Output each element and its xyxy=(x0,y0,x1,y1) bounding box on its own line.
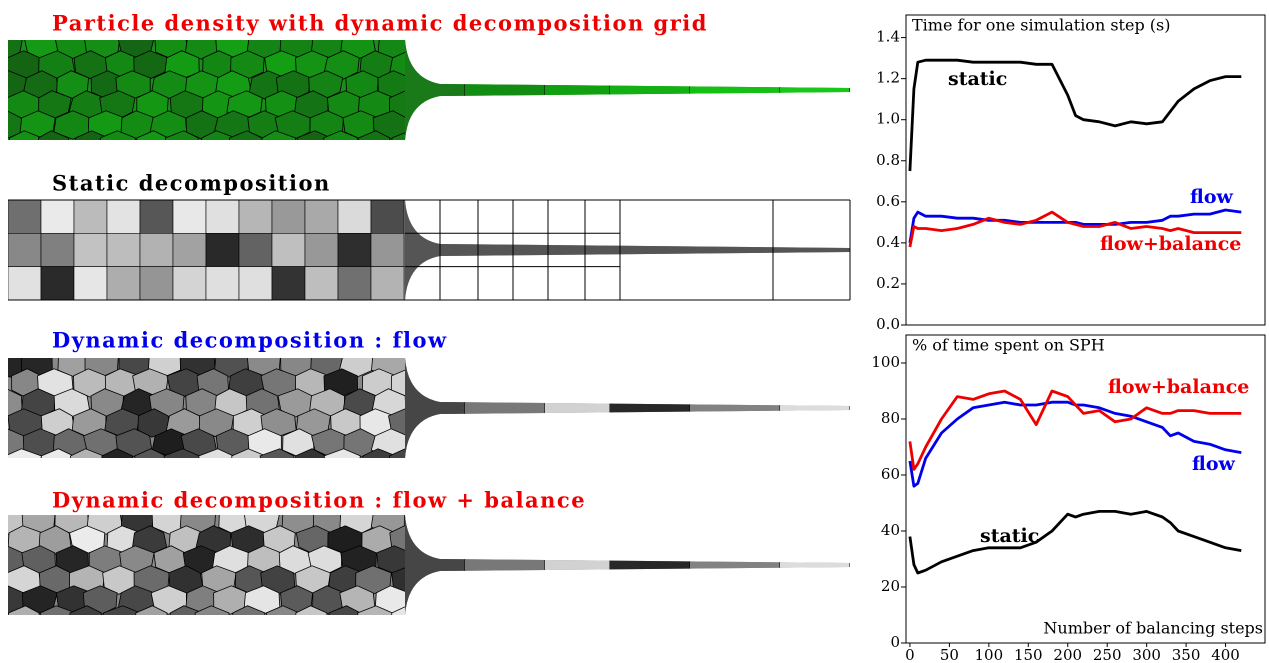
cell xyxy=(107,200,140,233)
chart-title: Time for one simulation step (s) xyxy=(912,16,1170,35)
y-tick-label: 1.4 xyxy=(876,28,900,46)
x-tick-label: 0 xyxy=(905,646,915,663)
chart-title: % of time spent on SPH xyxy=(912,336,1105,355)
stream xyxy=(405,358,465,458)
cell xyxy=(305,200,338,233)
cell xyxy=(305,267,338,300)
stream xyxy=(780,515,850,615)
cell xyxy=(8,267,41,300)
simulation-image xyxy=(8,200,850,300)
stream xyxy=(405,515,465,615)
y-tick-label: 60 xyxy=(881,465,900,483)
x-tick-label: 50 xyxy=(940,646,959,663)
y-tick-label: 80 xyxy=(881,409,900,427)
stream xyxy=(780,358,850,458)
x-tick-label: 350 xyxy=(1172,646,1201,663)
y-tick-label: 0 xyxy=(890,633,900,651)
x-tick-label: 200 xyxy=(1053,646,1082,663)
cell xyxy=(338,267,371,300)
panel-title: Dynamic decomposition : flow xyxy=(52,328,448,353)
series-label: flow+balance xyxy=(1100,233,1241,255)
cell xyxy=(239,200,272,233)
cell xyxy=(8,486,44,515)
cell xyxy=(140,233,173,266)
y-tick-label: 1.2 xyxy=(876,69,900,87)
series-label: flow xyxy=(1190,186,1233,208)
cell xyxy=(206,267,239,300)
y-tick-label: 0.4 xyxy=(876,233,900,251)
y-tick-label: 0.0 xyxy=(876,315,900,333)
cell xyxy=(206,233,239,266)
cell xyxy=(338,233,371,266)
cell xyxy=(107,233,140,266)
panel-title: Static decomposition xyxy=(52,171,331,196)
cell xyxy=(173,233,206,266)
cell xyxy=(74,267,107,300)
stream xyxy=(690,515,780,615)
y-tick-label: 1.0 xyxy=(876,110,900,128)
x-tick-label: 300 xyxy=(1132,646,1161,663)
stream xyxy=(465,358,545,458)
cell xyxy=(3,11,39,40)
stream xyxy=(545,515,610,615)
stream xyxy=(545,40,610,140)
cell xyxy=(338,200,371,233)
series-line xyxy=(910,511,1241,573)
y-tick-label: 0.8 xyxy=(876,151,900,169)
stream xyxy=(610,358,690,458)
y-tick-label: 40 xyxy=(881,521,900,539)
cell xyxy=(41,200,74,233)
x-tick-label: 100 xyxy=(975,646,1004,663)
y-tick-label: 0.2 xyxy=(876,274,900,292)
series-label: flow+balance xyxy=(1108,376,1249,398)
cell xyxy=(173,267,206,300)
series-label: flow xyxy=(1192,453,1235,475)
cell xyxy=(371,200,404,233)
cell xyxy=(8,200,41,233)
x-tick-label: 150 xyxy=(1014,646,1043,663)
cell xyxy=(4,329,37,358)
x-axis-label: Number of balancing steps xyxy=(1043,619,1263,638)
panel-title: Particle density with dynamic decomposit… xyxy=(52,11,708,36)
cell xyxy=(173,200,206,233)
stream xyxy=(405,200,850,300)
cell xyxy=(371,267,404,300)
cell xyxy=(305,233,338,266)
stream xyxy=(465,515,545,615)
cell xyxy=(272,200,305,233)
y-tick-label: 20 xyxy=(881,577,900,595)
figure: Particle density with dynamic decomposit… xyxy=(0,0,1269,663)
stream xyxy=(690,40,780,140)
stream xyxy=(465,40,545,140)
domain xyxy=(8,200,850,300)
x-tick-label: 250 xyxy=(1093,646,1122,663)
stream xyxy=(610,40,690,140)
cell xyxy=(41,233,74,266)
cell xyxy=(74,233,107,266)
cell xyxy=(371,233,404,266)
stream xyxy=(690,358,780,458)
cell xyxy=(239,233,272,266)
cell xyxy=(140,267,173,300)
stream xyxy=(545,358,610,458)
series-label: static xyxy=(980,525,1039,547)
stream xyxy=(610,515,690,615)
y-tick-label: 0.6 xyxy=(876,192,900,210)
cell xyxy=(272,267,305,300)
cell xyxy=(140,200,173,233)
cell xyxy=(239,267,272,300)
panel-title: Dynamic decomposition : flow + balance xyxy=(52,488,586,513)
stream xyxy=(780,40,850,140)
x-tick-label: 400 xyxy=(1211,646,1240,663)
cell xyxy=(74,200,107,233)
stream xyxy=(405,40,465,140)
cell xyxy=(272,233,305,266)
y-tick-label: 100 xyxy=(871,353,900,371)
series-label: static xyxy=(948,68,1007,90)
cell xyxy=(8,233,41,266)
cell xyxy=(206,200,239,233)
cell xyxy=(107,267,140,300)
cell xyxy=(41,267,74,300)
